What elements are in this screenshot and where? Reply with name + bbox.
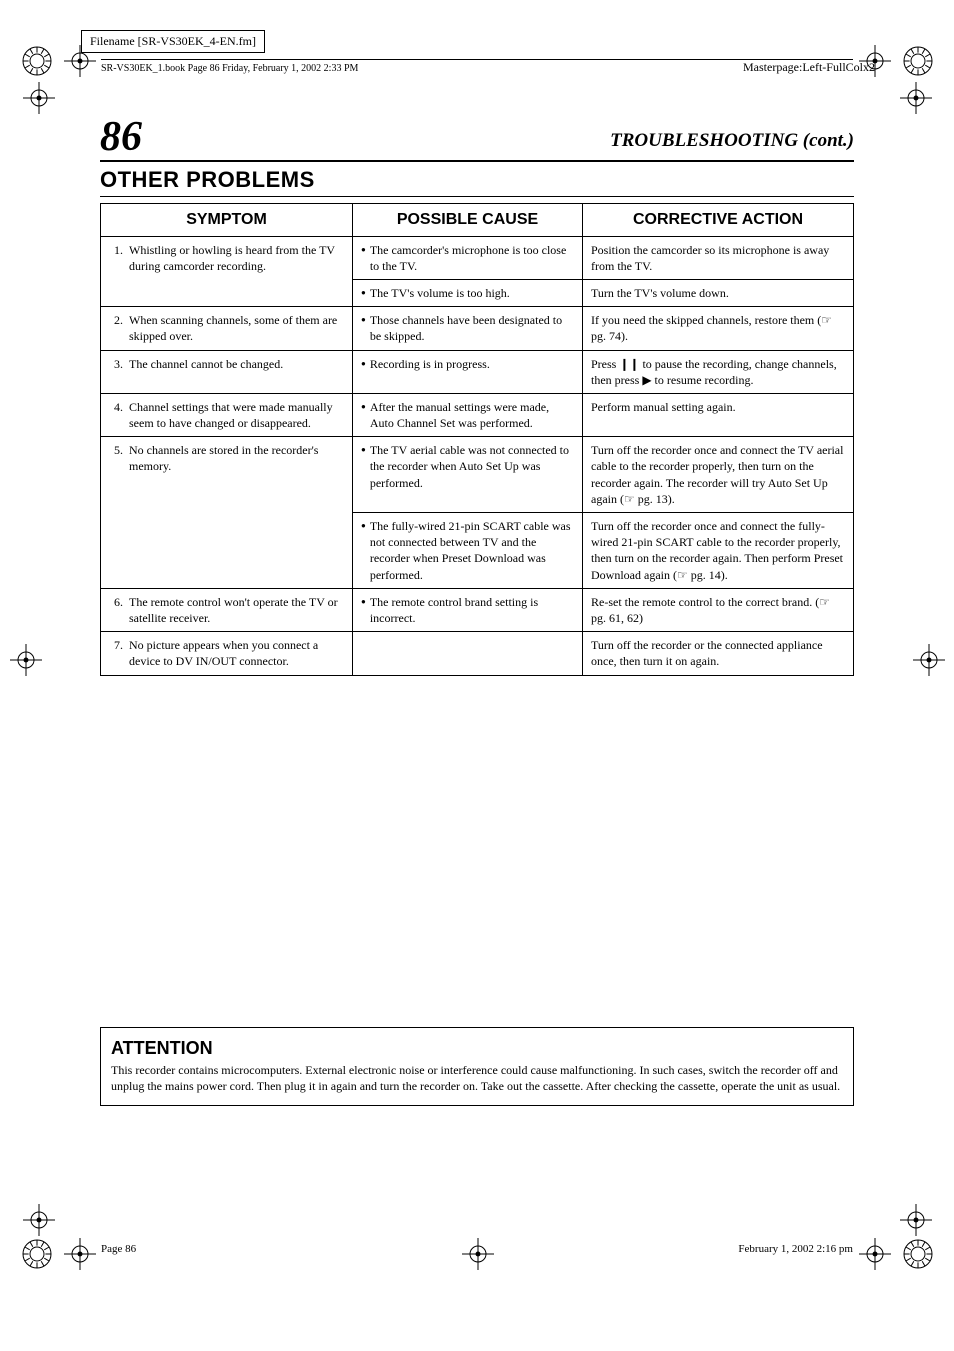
symptom-number: 3. bbox=[109, 356, 123, 372]
attention-box: ATTENTION This recorder contains microco… bbox=[100, 1027, 854, 1106]
action-cell: Turn off the recorder or the connected a… bbox=[583, 632, 854, 675]
action-cell: If you need the skipped channels, restor… bbox=[583, 307, 854, 350]
table-row: 1.Whistling or howling is heard from the… bbox=[101, 236, 854, 279]
page-number: 86 bbox=[100, 113, 142, 161]
symptom-number: 7. bbox=[109, 637, 123, 669]
table-row: 7.No picture appears when you connect a … bbox=[101, 632, 854, 675]
title-bar: OTHER PROBLEMS bbox=[100, 160, 854, 197]
bullet-icon: ● bbox=[361, 399, 366, 431]
symptom-text: The channel cannot be changed. bbox=[129, 356, 344, 372]
symptom-text: Channel settings that were made manually… bbox=[129, 399, 344, 431]
cause-cell: ●The fully-wired 21-pin SCART cable was … bbox=[353, 513, 583, 589]
action-cell: Press ❙❙ to pause the recording, change … bbox=[583, 350, 854, 393]
symptom-text: No channels are stored in the recorder's… bbox=[129, 442, 344, 474]
attention-title: ATTENTION bbox=[111, 1036, 843, 1060]
action-cell: Re-set the remote control to the correct… bbox=[583, 588, 854, 631]
cause-text: The camcorder's microphone is too close … bbox=[370, 242, 574, 274]
header-cause: POSSIBLE CAUSE bbox=[353, 204, 583, 237]
symptom-text: The remote control won't operate the TV … bbox=[129, 594, 344, 626]
cause-text: After the manual settings were made, Aut… bbox=[370, 399, 574, 431]
bullet-icon: ● bbox=[361, 442, 366, 491]
action-cell: Turn off the recorder once and connect t… bbox=[583, 513, 854, 589]
cause-cell bbox=[353, 632, 583, 675]
action-cell: Turn off the recorder once and connect t… bbox=[583, 437, 854, 513]
symptom-cell: 4.Channel settings that were made manual… bbox=[101, 393, 353, 436]
symptom-text: Whistling or howling is heard from the T… bbox=[129, 242, 344, 274]
symptom-number: 5. bbox=[109, 442, 123, 474]
table-row: 3. The channel cannot be changed. ●Recordi… bbox=[101, 350, 854, 393]
bullet-icon: ● bbox=[361, 594, 366, 626]
cause-text: Recording is in progress. bbox=[370, 356, 490, 372]
cause-cell: ●Recording is in progress. bbox=[353, 350, 583, 393]
bullet-icon: ● bbox=[361, 242, 366, 274]
filename-label: Filename [SR-VS30EK_4-EN.fm] bbox=[90, 34, 256, 48]
action-cell: Turn the TV's volume down. bbox=[583, 279, 854, 306]
symptom-cell: 2.When scanning channels, some of them a… bbox=[101, 307, 353, 350]
symptom-text: When scanning channels, some of them are… bbox=[129, 312, 344, 344]
bullet-icon: ● bbox=[361, 285, 366, 301]
symptom-number: 2. bbox=[109, 312, 123, 344]
cause-text: Those channels have been designated to b… bbox=[370, 312, 574, 344]
cause-text: The remote control brand setting is inco… bbox=[370, 594, 574, 626]
bullet-icon: ● bbox=[361, 312, 366, 344]
cause-cell: ●The remote control brand setting is inc… bbox=[353, 588, 583, 631]
filename-box: Filename [SR-VS30EK_4-EN.fm] bbox=[81, 30, 265, 53]
footer-left: Page 86 bbox=[101, 1243, 136, 1255]
table-row: 6.The remote control won't operate the T… bbox=[101, 588, 854, 631]
symptom-number: 1. bbox=[109, 242, 123, 274]
symptom-cell: 6.The remote control won't operate the T… bbox=[101, 588, 353, 631]
symptom-cell: 7.No picture appears when you connect a … bbox=[101, 632, 353, 675]
cause-cell: ●The TV aerial cable was not connected t… bbox=[353, 437, 583, 513]
action-cell: Position the camcorder so its microphone… bbox=[583, 236, 854, 279]
cause-text: The fully-wired 21-pin SCART cable was n… bbox=[370, 518, 574, 583]
symptom-cell: 1.Whistling or howling is heard from the… bbox=[101, 236, 353, 307]
cause-cell: ●The TV's volume is too high. bbox=[353, 279, 583, 306]
bullet-icon: ● bbox=[361, 518, 366, 583]
cause-cell: ●Those channels have been designated to … bbox=[353, 307, 583, 350]
cause-text: The TV aerial cable was not connected to… bbox=[370, 442, 574, 491]
table-row: 5.No channels are stored in the recorder… bbox=[101, 437, 854, 513]
footer-right: February 1, 2002 2:16 pm bbox=[738, 1243, 853, 1255]
header-action: CORRECTIVE ACTION bbox=[583, 204, 854, 237]
section-header: TROUBLESHOOTING (cont.) bbox=[610, 130, 854, 152]
troubleshooting-table: SYMPTOM POSSIBLE CAUSE CORRECTIVE ACTION… bbox=[100, 203, 854, 676]
symptom-cell: 3. The channel cannot be changed. bbox=[101, 350, 353, 393]
cause-cell: ●After the manual settings were made, Au… bbox=[353, 393, 583, 436]
table-header-row: SYMPTOM POSSIBLE CAUSE CORRECTIVE ACTION bbox=[101, 204, 854, 237]
action-cell: Perform manual setting again. bbox=[583, 393, 854, 436]
cause-text: The TV's volume is too high. bbox=[370, 285, 510, 301]
table-row: 2.When scanning channels, some of them a… bbox=[101, 307, 854, 350]
symptom-number: 6. bbox=[109, 594, 123, 626]
cause-cell: ●The camcorder's microphone is too close… bbox=[353, 236, 583, 279]
title: OTHER PROBLEMS bbox=[100, 167, 315, 192]
book-info-line: SR-VS30EK_1.book Page 86 Friday, Februar… bbox=[101, 59, 853, 74]
book-info: SR-VS30EK_1.book Page 86 Friday, Februar… bbox=[101, 63, 358, 74]
header-symptom: SYMPTOM bbox=[101, 204, 353, 237]
symptom-cell: 5.No channels are stored in the recorder… bbox=[101, 437, 353, 589]
symptom-number: 4. bbox=[109, 399, 123, 431]
table-row: 4.Channel settings that were made manual… bbox=[101, 393, 854, 436]
bullet-icon: ● bbox=[361, 356, 366, 372]
attention-body: This recorder contains microcomputers. E… bbox=[111, 1062, 843, 1094]
symptom-text: No picture appears when you connect a de… bbox=[129, 637, 344, 669]
